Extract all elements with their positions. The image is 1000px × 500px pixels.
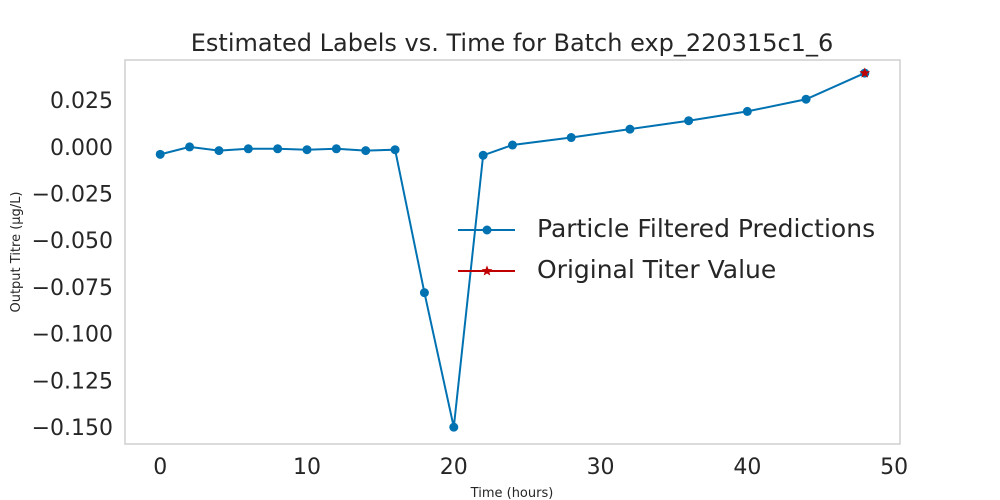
legend-item: Original Titer Value	[458, 255, 776, 284]
legend-marker-circle	[482, 225, 492, 235]
data-point	[859, 67, 871, 78]
data-point	[214, 146, 224, 156]
y-tick-label: −0.100	[32, 323, 113, 348]
series-1	[155, 68, 870, 432]
x-tick-label: 20	[440, 455, 468, 480]
plot-area	[124, 59, 901, 445]
data-point	[684, 116, 694, 126]
y-tick-label: 0.025	[50, 89, 113, 114]
data-point	[302, 145, 312, 155]
x-axis-label: Time (hours)	[470, 486, 554, 500]
x-tick-label: 40	[733, 455, 761, 480]
data-point	[801, 94, 811, 104]
legend-marker-star	[481, 265, 493, 276]
y-tick-label: −0.075	[32, 276, 113, 301]
data-point	[478, 150, 488, 160]
x-tick-label: 10	[293, 455, 321, 480]
legend-label: Particle Filtered Predictions	[537, 214, 875, 243]
data-point	[185, 142, 195, 152]
legend: Particle Filtered Predictions Original Ti…	[458, 214, 875, 284]
y-tick-label: −0.050	[32, 229, 113, 254]
y-tick-label: 0.000	[50, 136, 113, 161]
legend-label: Original Titer Value	[537, 255, 776, 284]
data-point	[449, 422, 459, 432]
x-axis-ticks: 0 10 20 30 40 50	[153, 455, 908, 480]
data-point	[155, 149, 165, 159]
x-tick-label: 0	[153, 455, 167, 480]
y-axis-label: Output Titre (µg/L)	[9, 191, 24, 312]
legend-item: Particle Filtered Predictions	[458, 214, 875, 243]
data-point	[742, 106, 752, 116]
data-point	[273, 144, 283, 154]
data-point	[243, 144, 253, 154]
data-point	[625, 124, 635, 134]
data-point	[566, 133, 576, 143]
chart-title: Estimated Labels vs. Time for Batch exp_…	[191, 29, 833, 57]
data-point	[361, 146, 371, 156]
data-point	[390, 145, 400, 155]
y-tick-label: −0.150	[32, 416, 113, 441]
data-point	[331, 144, 341, 154]
series-layer	[155, 67, 871, 432]
y-tick-label: −0.125	[32, 369, 113, 394]
data-point	[419, 288, 429, 298]
x-tick-label: 50	[880, 455, 908, 480]
y-axis-ticks: 0.025 0.000 −0.025 −0.050 −0.075 −0.100 −0.125…	[32, 89, 113, 441]
series-2	[859, 67, 871, 78]
x-tick-label: 30	[587, 455, 615, 480]
y-tick-label: −0.025	[32, 182, 113, 207]
data-point	[508, 140, 517, 150]
